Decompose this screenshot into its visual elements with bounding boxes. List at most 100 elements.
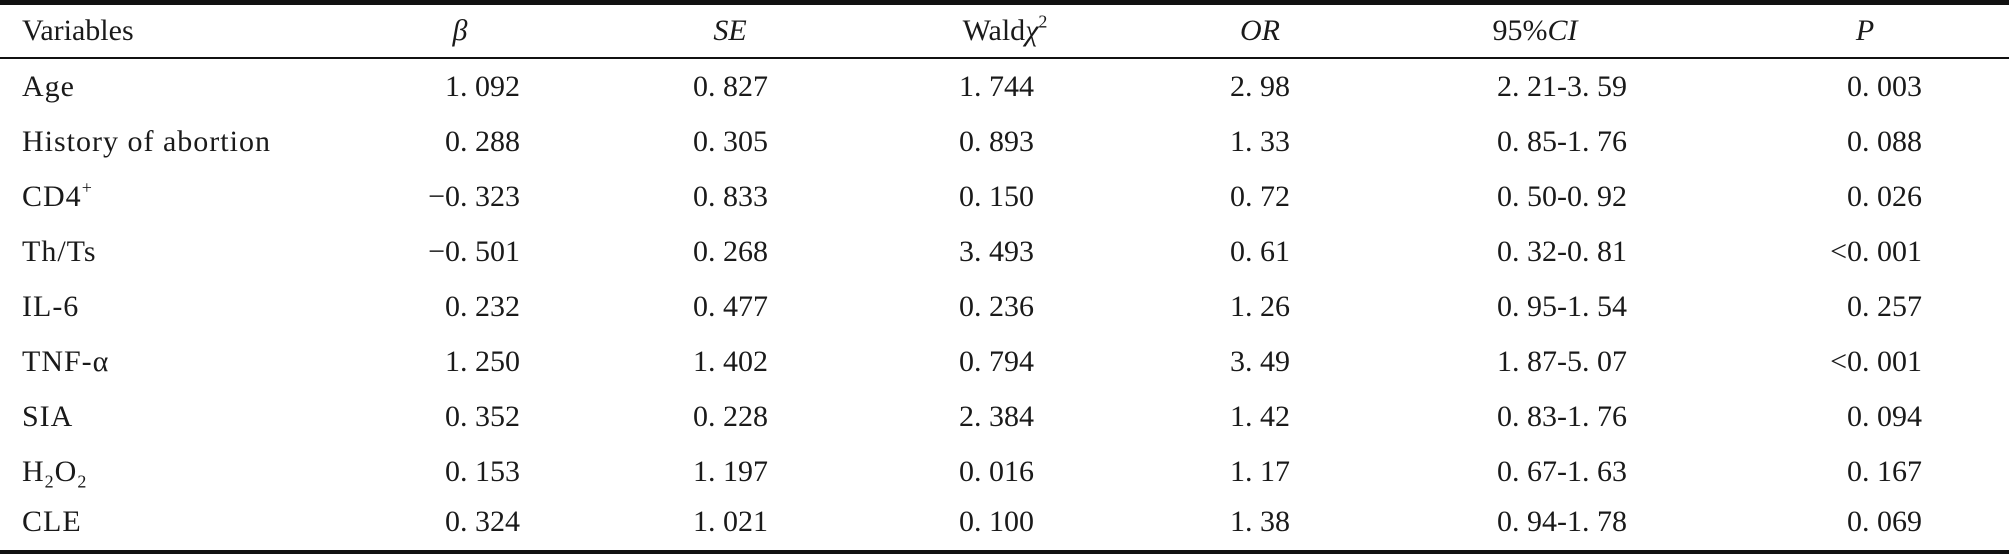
cell-or: 1. 42 bbox=[1230, 400, 1290, 433]
cell-or: 1. 33 bbox=[1230, 125, 1290, 158]
cell-variable: Th/Ts bbox=[22, 224, 97, 279]
cell-p: 0. 088 bbox=[1847, 125, 1922, 158]
cell-or: 1. 26 bbox=[1230, 290, 1290, 323]
header-wald-chi2: Waldχ2 bbox=[930, 3, 1080, 58]
cell-ci: 0. 95-1. 54 bbox=[1497, 290, 1627, 323]
cell-se: 0. 228 bbox=[693, 400, 768, 433]
cell-p: 0. 003 bbox=[1847, 70, 1922, 103]
cell-beta: −0. 323 bbox=[428, 180, 520, 213]
cell-p: <0. 001 bbox=[1830, 235, 1922, 268]
cell-variable: IL-6 bbox=[22, 279, 79, 334]
variable-name: Th/Ts bbox=[22, 235, 97, 268]
cell-wald: 0. 150 bbox=[959, 180, 1034, 213]
cell-or: 3. 49 bbox=[1230, 345, 1290, 378]
header-se: SE bbox=[713, 14, 747, 47]
cell-ci: 0. 50-0. 92 bbox=[1497, 180, 1627, 213]
cell-se: 0. 268 bbox=[693, 235, 768, 268]
cell-or: 2. 98 bbox=[1230, 70, 1290, 103]
header-ci-prefix: 95% bbox=[1492, 14, 1548, 47]
cell-ci: 0. 83-1. 76 bbox=[1497, 400, 1627, 433]
header-wald-sup: 2 bbox=[1038, 11, 1048, 32]
table-top-rule bbox=[0, 0, 2009, 5]
table-bottom-rule bbox=[0, 550, 2009, 554]
table-header-row: Variables β SE Waldχ2 OR 95%CI P bbox=[0, 3, 2009, 58]
cell-variable: CD4+ bbox=[22, 169, 93, 224]
cell-wald: 2. 384 bbox=[959, 400, 1034, 433]
cell-ci: 1. 87-5. 07 bbox=[1497, 345, 1627, 378]
header-ci-suffix: CI bbox=[1547, 14, 1578, 47]
cell-ci: 0. 85-1. 76 bbox=[1497, 125, 1627, 158]
table-row: History of abortion 0. 288 0. 305 0. 893… bbox=[0, 114, 2009, 169]
cell-variable: Age bbox=[22, 59, 75, 114]
cell-wald: 0. 100 bbox=[959, 505, 1034, 538]
table-row: CLE 0. 324 1. 021 0. 100 1. 38 0. 94-1. … bbox=[0, 494, 2009, 549]
cell-wald: 1. 744 bbox=[959, 70, 1034, 103]
table-row: TNF-α 1. 250 1. 402 0. 794 3. 49 1. 87-5… bbox=[0, 334, 2009, 389]
cell-or: 1. 17 bbox=[1230, 455, 1290, 488]
cell-ci: 0. 94-1. 78 bbox=[1497, 505, 1627, 538]
cell-beta: 1. 092 bbox=[445, 70, 520, 103]
header-beta: β bbox=[452, 14, 468, 47]
cell-beta: 0. 324 bbox=[445, 505, 520, 538]
cell-or: 0. 61 bbox=[1230, 235, 1290, 268]
variable-name: Age bbox=[22, 70, 75, 103]
variable-name: History of abortion bbox=[22, 125, 271, 158]
table-row: CD4+ −0. 323 0. 833 0. 150 0. 72 0. 50-0… bbox=[0, 169, 2009, 224]
variable-name: H bbox=[22, 455, 45, 488]
cell-wald: 0. 016 bbox=[959, 455, 1034, 488]
table-row: IL-6 0. 232 0. 477 0. 236 1. 26 0. 95-1.… bbox=[0, 279, 2009, 334]
variable-name: CD4 bbox=[22, 180, 82, 213]
cell-p: <0. 001 bbox=[1830, 345, 1922, 378]
variable-name: SIA bbox=[22, 400, 74, 433]
cell-wald: 0. 794 bbox=[959, 345, 1034, 378]
cell-se: 0. 827 bbox=[693, 70, 768, 103]
table-row: Age 1. 092 0. 827 1. 744 2. 98 2. 21-3. … bbox=[0, 59, 2009, 114]
header-p: P bbox=[1855, 14, 1875, 47]
variable-subscript-2: 2 bbox=[77, 471, 88, 492]
cell-se: 0. 305 bbox=[693, 125, 768, 158]
variable-superscript: + bbox=[81, 177, 93, 198]
header-wald-symbol: χ bbox=[1025, 14, 1039, 47]
variable-name: TNF-α bbox=[22, 345, 110, 378]
variable-name: CLE bbox=[22, 505, 82, 538]
cell-ci: 2. 21-3. 59 bbox=[1497, 70, 1627, 103]
cell-se: 1. 021 bbox=[693, 505, 768, 538]
cell-wald: 0. 893 bbox=[959, 125, 1034, 158]
cell-beta: 0. 232 bbox=[445, 290, 520, 323]
header-variables: Variables bbox=[22, 14, 134, 47]
cell-or: 0. 72 bbox=[1230, 180, 1290, 213]
header-or: OR bbox=[1240, 14, 1280, 47]
header-95ci: 95%CI bbox=[1470, 3, 1600, 58]
cell-se: 0. 833 bbox=[693, 180, 768, 213]
cell-p: 0. 257 bbox=[1847, 290, 1922, 323]
cell-variable: H2O2 bbox=[22, 444, 87, 499]
cell-variable: History of abortion bbox=[22, 114, 271, 169]
cell-beta: 0. 288 bbox=[445, 125, 520, 158]
variable-subscript-1: 2 bbox=[44, 471, 55, 492]
variable-name: IL-6 bbox=[22, 290, 80, 323]
cell-variable: TNF-α bbox=[22, 334, 109, 389]
cell-wald: 0. 236 bbox=[959, 290, 1034, 323]
table-row: H2O2 0. 153 1. 197 0. 016 1. 17 0. 67-1.… bbox=[0, 444, 2009, 499]
cell-se: 0. 477 bbox=[693, 290, 768, 323]
cell-beta: −0. 501 bbox=[428, 235, 520, 268]
cell-ci: 0. 67-1. 63 bbox=[1497, 455, 1627, 488]
variable-name-mid: O bbox=[54, 455, 78, 488]
cell-variable: SIA bbox=[22, 389, 73, 444]
cell-beta: 1. 250 bbox=[445, 345, 520, 378]
table-row: Th/Ts −0. 501 0. 268 3. 493 0. 61 0. 32-… bbox=[0, 224, 2009, 279]
cell-variable: CLE bbox=[22, 494, 82, 549]
cell-p: 0. 167 bbox=[1847, 455, 1922, 488]
cell-se: 1. 402 bbox=[693, 345, 768, 378]
table-header-rule bbox=[0, 57, 2009, 59]
cell-p: 0. 026 bbox=[1847, 180, 1922, 213]
cell-se: 1. 197 bbox=[693, 455, 768, 488]
table-row: SIA 0. 352 0. 228 2. 384 1. 42 0. 83-1. … bbox=[0, 389, 2009, 444]
cell-or: 1. 38 bbox=[1230, 505, 1290, 538]
cell-wald: 3. 493 bbox=[959, 235, 1034, 268]
cell-p: 0. 069 bbox=[1847, 505, 1922, 538]
cell-ci: 0. 32-0. 81 bbox=[1497, 235, 1627, 268]
cell-beta: 0. 153 bbox=[445, 455, 520, 488]
header-wald-prefix: Wald bbox=[962, 14, 1026, 47]
cell-p: 0. 094 bbox=[1847, 400, 1922, 433]
